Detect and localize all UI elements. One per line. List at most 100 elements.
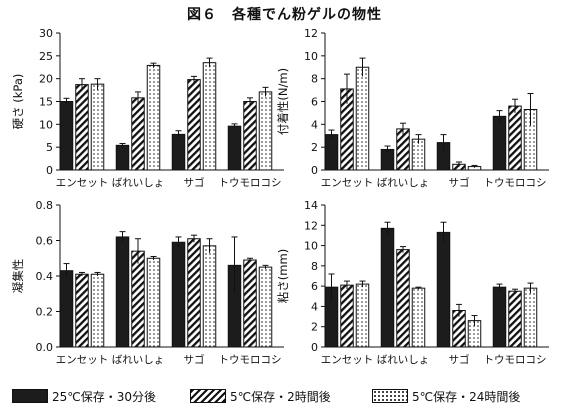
bar-enset-25c-30min (324, 134, 339, 171)
category-label-sago: サゴ (449, 353, 470, 366)
category-label-sago: サゴ (449, 176, 470, 189)
bar-corn-25c-30min (227, 125, 242, 171)
legend-label: 25℃保存・30分後 (52, 389, 157, 404)
category-label-potato: ばれいしょ (112, 177, 165, 189)
legend-label: 5℃保存・2時間後 (230, 389, 331, 404)
bar-potato-5c-2h (131, 97, 145, 171)
bar-sago-25c-30min (171, 241, 186, 348)
bar-sago-5c-2h (187, 238, 201, 348)
y-axis-title: 付着性(N/m) (276, 68, 290, 135)
bar-enset-5c-24h (355, 283, 370, 348)
y-tick-label: 12 (304, 27, 318, 40)
bar-corn-5c-2h (243, 101, 257, 171)
bar-enset-5c-24h (355, 66, 370, 171)
adhesiveness-chart: 0 2 4 6 8 10 12 付着性(N/m) エンセット ばれいしょ サゴ トウモロコシ (276, 27, 549, 189)
bar-corn-5c-2h (508, 290, 522, 348)
bar-enset-25c-30min (59, 270, 74, 348)
bar-corn-25c-30min (492, 286, 507, 348)
bar-corn-25c-30min (492, 115, 507, 171)
bar-enset-5c-2h (340, 284, 354, 348)
legend-item-5c-24h: 5℃保存・24時間後 (372, 386, 520, 406)
y-tick-label: 10 (304, 240, 318, 253)
y-tick-label: 10 (304, 50, 318, 63)
bar-corn-5c-24h (258, 91, 273, 171)
legend-item-5c-2h: 5℃保存・2時間後 (190, 386, 331, 406)
bar-potato-5c-24h (146, 257, 161, 348)
bar-sago-25c-30min (171, 133, 186, 171)
bar-enset-5c-2h (75, 84, 89, 171)
y-tick-label: 8 (311, 260, 318, 273)
y-tick-label: 2 (311, 321, 318, 334)
category-label-enset: エンセット (56, 354, 109, 366)
y-tick-label: 12 (304, 219, 318, 232)
y-tick-label: 5 (46, 141, 53, 154)
category-label-sago: サゴ (184, 176, 205, 189)
y-tick-label: 0.4 (36, 270, 54, 283)
y-tick-label: 25 (39, 50, 53, 63)
category-label-enset: エンセット (321, 354, 374, 366)
category-label-corn: トウモロコシ (484, 177, 547, 189)
y-tick-label: 6 (311, 280, 318, 293)
bar-potato-5c-2h (131, 250, 145, 348)
bar-potato-25c-30min (380, 227, 395, 348)
y-axis-title: 粘さ(mm) (276, 249, 290, 303)
bar-sago-25c-30min (436, 231, 451, 348)
legend-swatch-solid (12, 389, 48, 403)
bar-potato-25c-30min (115, 144, 130, 171)
bar-sago-5c-2h (187, 79, 201, 171)
bar-potato-5c-24h (146, 64, 161, 171)
bar-corn-5c-24h (258, 266, 273, 348)
y-axis-title: 硬さ (kPa) (11, 74, 25, 130)
y-tick-label: 30 (39, 27, 53, 40)
figure-title: 図６ 各種でん粉ゲルの物性 (187, 7, 382, 23)
legend: 25℃保存・30分後 5℃保存・2時間後 5℃保存・24時間後 (0, 386, 569, 406)
y-tick-label: 14 (304, 199, 318, 212)
bar-enset-25c-30min (59, 101, 74, 171)
bar-potato-5c-2h (396, 249, 410, 348)
y-tick-label: 0.8 (36, 199, 54, 212)
bar-potato-5c-24h (411, 138, 426, 171)
category-label-enset: エンセット (56, 177, 109, 189)
y-tick-label: 20 (39, 73, 53, 86)
category-label-corn: トウモロコシ (219, 354, 282, 366)
category-label-sago: サゴ (184, 353, 205, 366)
bar-enset-5c-24h (90, 83, 105, 171)
legend-swatch-hatch (190, 389, 226, 403)
y-tick-label: 0.2 (36, 306, 54, 319)
y-tick-label: 0.0 (36, 341, 54, 354)
bar-corn-5c-2h (508, 105, 522, 171)
legend-label: 5℃保存・24時間後 (412, 389, 521, 404)
gumminess-chart: 0 2 4 6 8 10 12 14 粘さ(mm) エンセット ばれいしょ サゴ トウモロコシ (276, 199, 549, 366)
legend-swatch-dot (372, 389, 408, 403)
bar-corn-5c-2h (243, 259, 257, 348)
y-tick-label: 0.6 (36, 235, 54, 248)
y-tick-label: 0 (311, 341, 318, 354)
category-label-potato: ばれいしょ (377, 354, 430, 366)
bar-sago-5c-24h (202, 62, 217, 171)
category-label-potato: ばれいしょ (377, 177, 430, 189)
category-label-corn: トウモロコシ (219, 177, 282, 189)
y-tick-label: 8 (311, 73, 318, 86)
bar-enset-5c-2h (75, 273, 89, 348)
legend-item-25c-30min: 25℃保存・30分後 (12, 386, 156, 406)
category-label-potato: ばれいしょ (112, 354, 165, 366)
bar-enset-5c-24h (90, 273, 105, 348)
y-tick-label: 15 (39, 96, 53, 109)
y-tick-label: 4 (311, 118, 318, 131)
bar-potato-5c-2h (396, 128, 410, 171)
y-tick-label: 0 (46, 164, 53, 177)
y-tick-label: 0 (311, 164, 318, 177)
y-axis-title: 凝集性 (11, 259, 25, 294)
bar-sago-5c-24h (202, 245, 217, 348)
hardness-chart: 0 5 10 15 20 25 30 硬さ (kPa) エンセット ばれいしょ サゴ トウモロコシ (11, 27, 284, 189)
bar-corn-5c-24h (523, 287, 538, 348)
category-label-enset: エンセット (321, 177, 374, 189)
y-tick-label: 10 (39, 118, 53, 131)
y-tick-label: 6 (311, 96, 318, 109)
category-label-corn: トウモロコシ (484, 354, 547, 366)
bar-potato-25c-30min (115, 236, 130, 348)
y-tick-label: 4 (311, 300, 318, 313)
y-tick-label: 2 (311, 141, 318, 154)
